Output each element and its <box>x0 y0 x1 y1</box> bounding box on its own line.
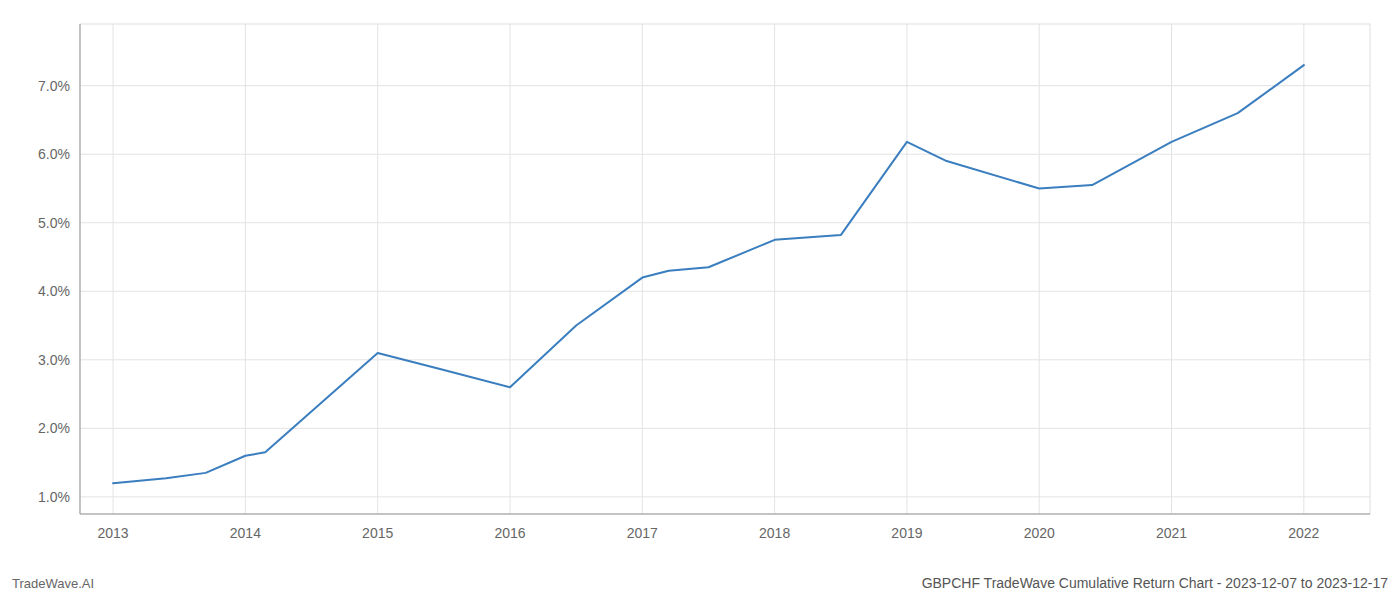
y-tick-label: 7.0% <box>38 78 70 94</box>
axes: 2013 2014 2015 2016 2017 2018 2019 2020 2021 2022… <box>38 24 1370 541</box>
x-tick-label: 2014 <box>230 525 261 541</box>
watermark: TradeWave.AI <box>12 576 94 591</box>
x-tick-label: 2017 <box>627 525 658 541</box>
y-axis-line <box>80 24 81 514</box>
x-tick-label: 2019 <box>891 525 922 541</box>
chart: 2013 2014 2015 2016 2017 2018 2019 2020 2021 2022… <box>0 0 1400 600</box>
x-tick-label: 2022 <box>1288 525 1319 541</box>
grid-line-x <box>1303 24 1304 514</box>
y-tick-label: 4.0% <box>38 283 70 299</box>
grid-line-x <box>642 24 643 514</box>
y-tick-label: 1.0% <box>38 489 70 505</box>
x-tick-label: 2015 <box>362 525 393 541</box>
y-tick-label: 5.0% <box>38 215 70 231</box>
y-tick-label: 3.0% <box>38 352 70 368</box>
grid-line-y <box>80 496 1370 497</box>
y-tick-label: 2.0% <box>38 420 70 436</box>
grid-line-x <box>774 24 775 514</box>
grid-line-y <box>80 85 1370 86</box>
grid <box>80 24 1370 514</box>
y-tick-label: 6.0% <box>38 146 70 162</box>
plot-frame <box>80 24 1370 514</box>
grid-line-y <box>80 359 1370 360</box>
x-tick-label: 2013 <box>97 525 128 541</box>
grid-line-y <box>80 154 1370 155</box>
grid-line-x <box>245 24 246 514</box>
grid-line-y <box>80 222 1370 223</box>
data <box>113 65 1304 483</box>
grid-line-x <box>377 24 378 514</box>
x-tick-label: 2018 <box>759 525 790 541</box>
x-tick-label: 2021 <box>1156 525 1187 541</box>
x-tick-label: 2016 <box>494 525 525 541</box>
grid-line-x <box>906 24 907 514</box>
grid-line-y <box>80 428 1370 429</box>
x-axis-line <box>80 514 1370 515</box>
grid-line-x <box>510 24 511 514</box>
x-tick-label: 2020 <box>1024 525 1055 541</box>
line <box>113 65 1304 483</box>
grid-line-x <box>1171 24 1172 514</box>
title: GBPCHF TradeWave Cumulative Return Chart… <box>922 575 1389 591</box>
grid-line-y <box>80 291 1370 292</box>
grid-line-x <box>1039 24 1040 514</box>
grid-line-x <box>113 24 114 514</box>
